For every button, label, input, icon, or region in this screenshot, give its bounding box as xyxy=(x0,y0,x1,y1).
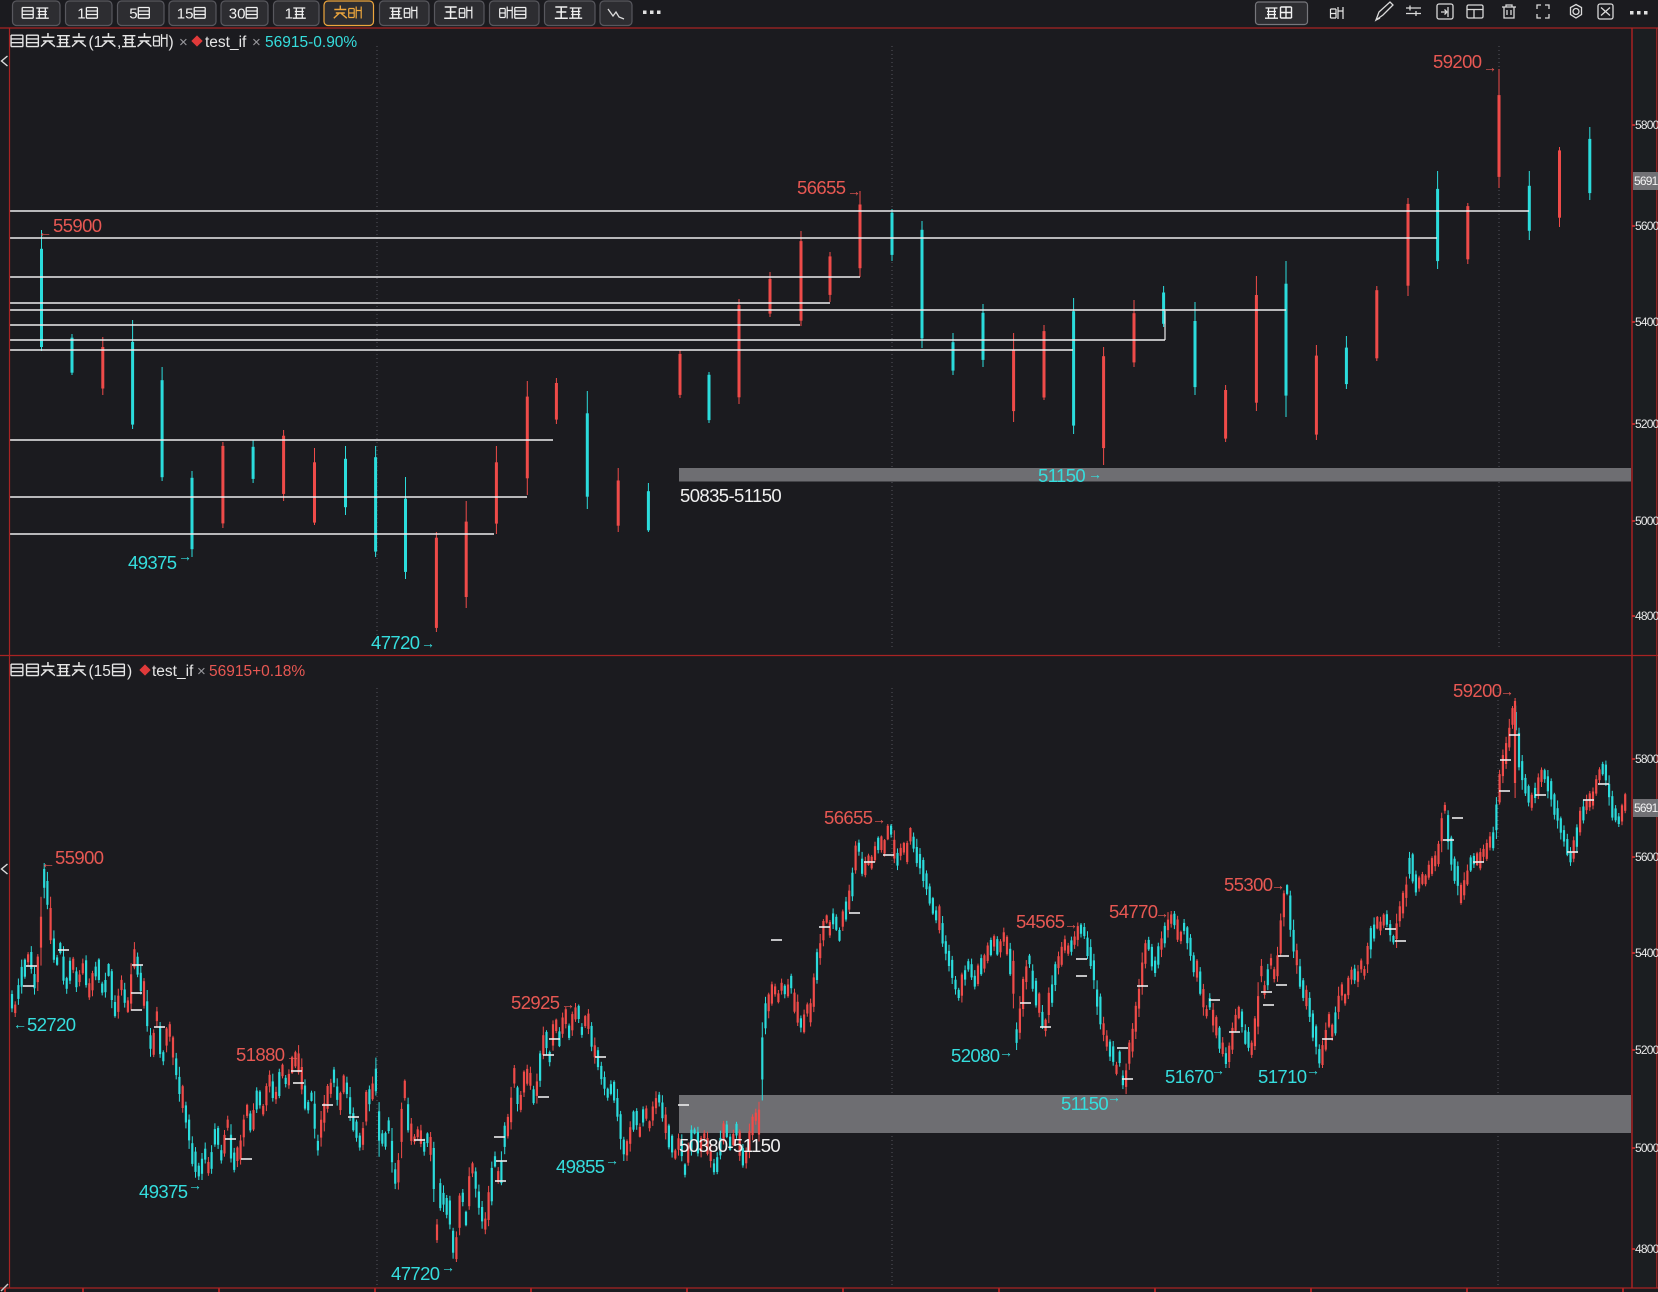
svg-text:52000: 52000 xyxy=(1635,1043,1658,1057)
svg-text:56915: 56915 xyxy=(1634,801,1658,815)
svg-text:→: → xyxy=(178,548,192,564)
svg-text:→: → xyxy=(1107,1089,1121,1105)
svg-text:→: → xyxy=(1155,905,1169,921)
svg-text:×: × xyxy=(197,663,206,680)
svg-text:50835-51150: 50835-51150 xyxy=(680,485,781,506)
svg-text:test_if: test_if xyxy=(152,663,194,680)
svg-text:): ) xyxy=(169,34,174,51)
svg-text:→: → xyxy=(421,635,435,651)
svg-text:(15: (15 xyxy=(89,663,111,680)
svg-text:→: → xyxy=(1306,1062,1320,1078)
svg-text:1: 1 xyxy=(285,6,293,23)
svg-text:59200: 59200 xyxy=(1433,51,1482,72)
svg-text:54000: 54000 xyxy=(1635,946,1658,960)
svg-text:47720: 47720 xyxy=(371,632,420,653)
svg-text:→: → xyxy=(441,1259,455,1275)
svg-text:54565: 54565 xyxy=(1016,911,1065,932)
svg-text:→: → xyxy=(1500,683,1514,699)
svg-text:56915+0.18%: 56915+0.18% xyxy=(209,663,305,680)
svg-text:55300: 55300 xyxy=(1224,874,1273,895)
svg-text:59200: 59200 xyxy=(1453,680,1502,701)
svg-text:50380-51150: 50380-51150 xyxy=(679,1135,780,1156)
svg-text:47720: 47720 xyxy=(391,1263,440,1284)
svg-text:,: , xyxy=(117,34,121,51)
svg-text:5: 5 xyxy=(129,6,137,23)
svg-text:test_if: test_if xyxy=(205,34,247,51)
svg-text:55900: 55900 xyxy=(55,847,104,868)
svg-text:56000: 56000 xyxy=(1635,850,1658,864)
svg-text:49375: 49375 xyxy=(139,1181,188,1202)
svg-text:50000: 50000 xyxy=(1635,1141,1658,1155)
svg-text:→: → xyxy=(561,996,575,1012)
svg-text:51710: 51710 xyxy=(1258,1066,1307,1087)
svg-text:→: → xyxy=(1271,877,1285,893)
svg-text:30: 30 xyxy=(229,6,246,23)
svg-text:56915-0.90%: 56915-0.90% xyxy=(265,34,357,51)
svg-text:→: → xyxy=(1211,1062,1225,1078)
svg-text:→: → xyxy=(1064,916,1078,932)
svg-text:52080: 52080 xyxy=(951,1045,1000,1066)
svg-text:→: → xyxy=(847,183,861,199)
svg-text:54770: 54770 xyxy=(1109,901,1158,922)
svg-text:50000: 50000 xyxy=(1635,514,1658,528)
svg-text:(1: (1 xyxy=(89,34,103,51)
svg-text:→: → xyxy=(605,1152,619,1168)
svg-text:48000: 48000 xyxy=(1635,1242,1658,1256)
svg-text:51150: 51150 xyxy=(1038,465,1085,486)
svg-text:←: ← xyxy=(41,855,55,871)
svg-text:←: ← xyxy=(13,1016,27,1032)
svg-text:15: 15 xyxy=(177,6,194,23)
svg-text:52925: 52925 xyxy=(511,992,560,1013)
svg-text:×: × xyxy=(179,34,188,51)
svg-text:49855: 49855 xyxy=(556,1156,605,1177)
svg-text:58000: 58000 xyxy=(1635,118,1658,132)
svg-text:55900: 55900 xyxy=(53,215,102,236)
svg-text:→: → xyxy=(999,1044,1013,1060)
svg-text:51670: 51670 xyxy=(1165,1066,1214,1087)
svg-text:56655: 56655 xyxy=(824,807,873,828)
svg-text:56915: 56915 xyxy=(1634,174,1658,188)
svg-text:→: → xyxy=(188,1177,202,1193)
svg-text:51880: 51880 xyxy=(236,1044,285,1065)
svg-text:51150: 51150 xyxy=(1061,1093,1108,1114)
svg-text:56000: 56000 xyxy=(1635,219,1658,233)
svg-text:→: → xyxy=(1483,59,1497,75)
svg-text:54000: 54000 xyxy=(1635,315,1658,329)
svg-text:48000: 48000 xyxy=(1635,609,1658,623)
svg-text:→: → xyxy=(1088,466,1102,482)
svg-text:58000: 58000 xyxy=(1635,752,1658,766)
svg-text:52720: 52720 xyxy=(27,1014,76,1035)
svg-text:56655: 56655 xyxy=(797,177,846,198)
svg-text:←: ← xyxy=(38,224,52,240)
svg-text:52000: 52000 xyxy=(1635,417,1658,431)
svg-text:49375: 49375 xyxy=(128,552,177,573)
svg-text:1: 1 xyxy=(77,6,85,23)
svg-text:×: × xyxy=(252,34,261,51)
svg-text:→: → xyxy=(286,1048,300,1064)
svg-text:→: → xyxy=(872,811,886,827)
svg-text:): ) xyxy=(127,663,132,680)
